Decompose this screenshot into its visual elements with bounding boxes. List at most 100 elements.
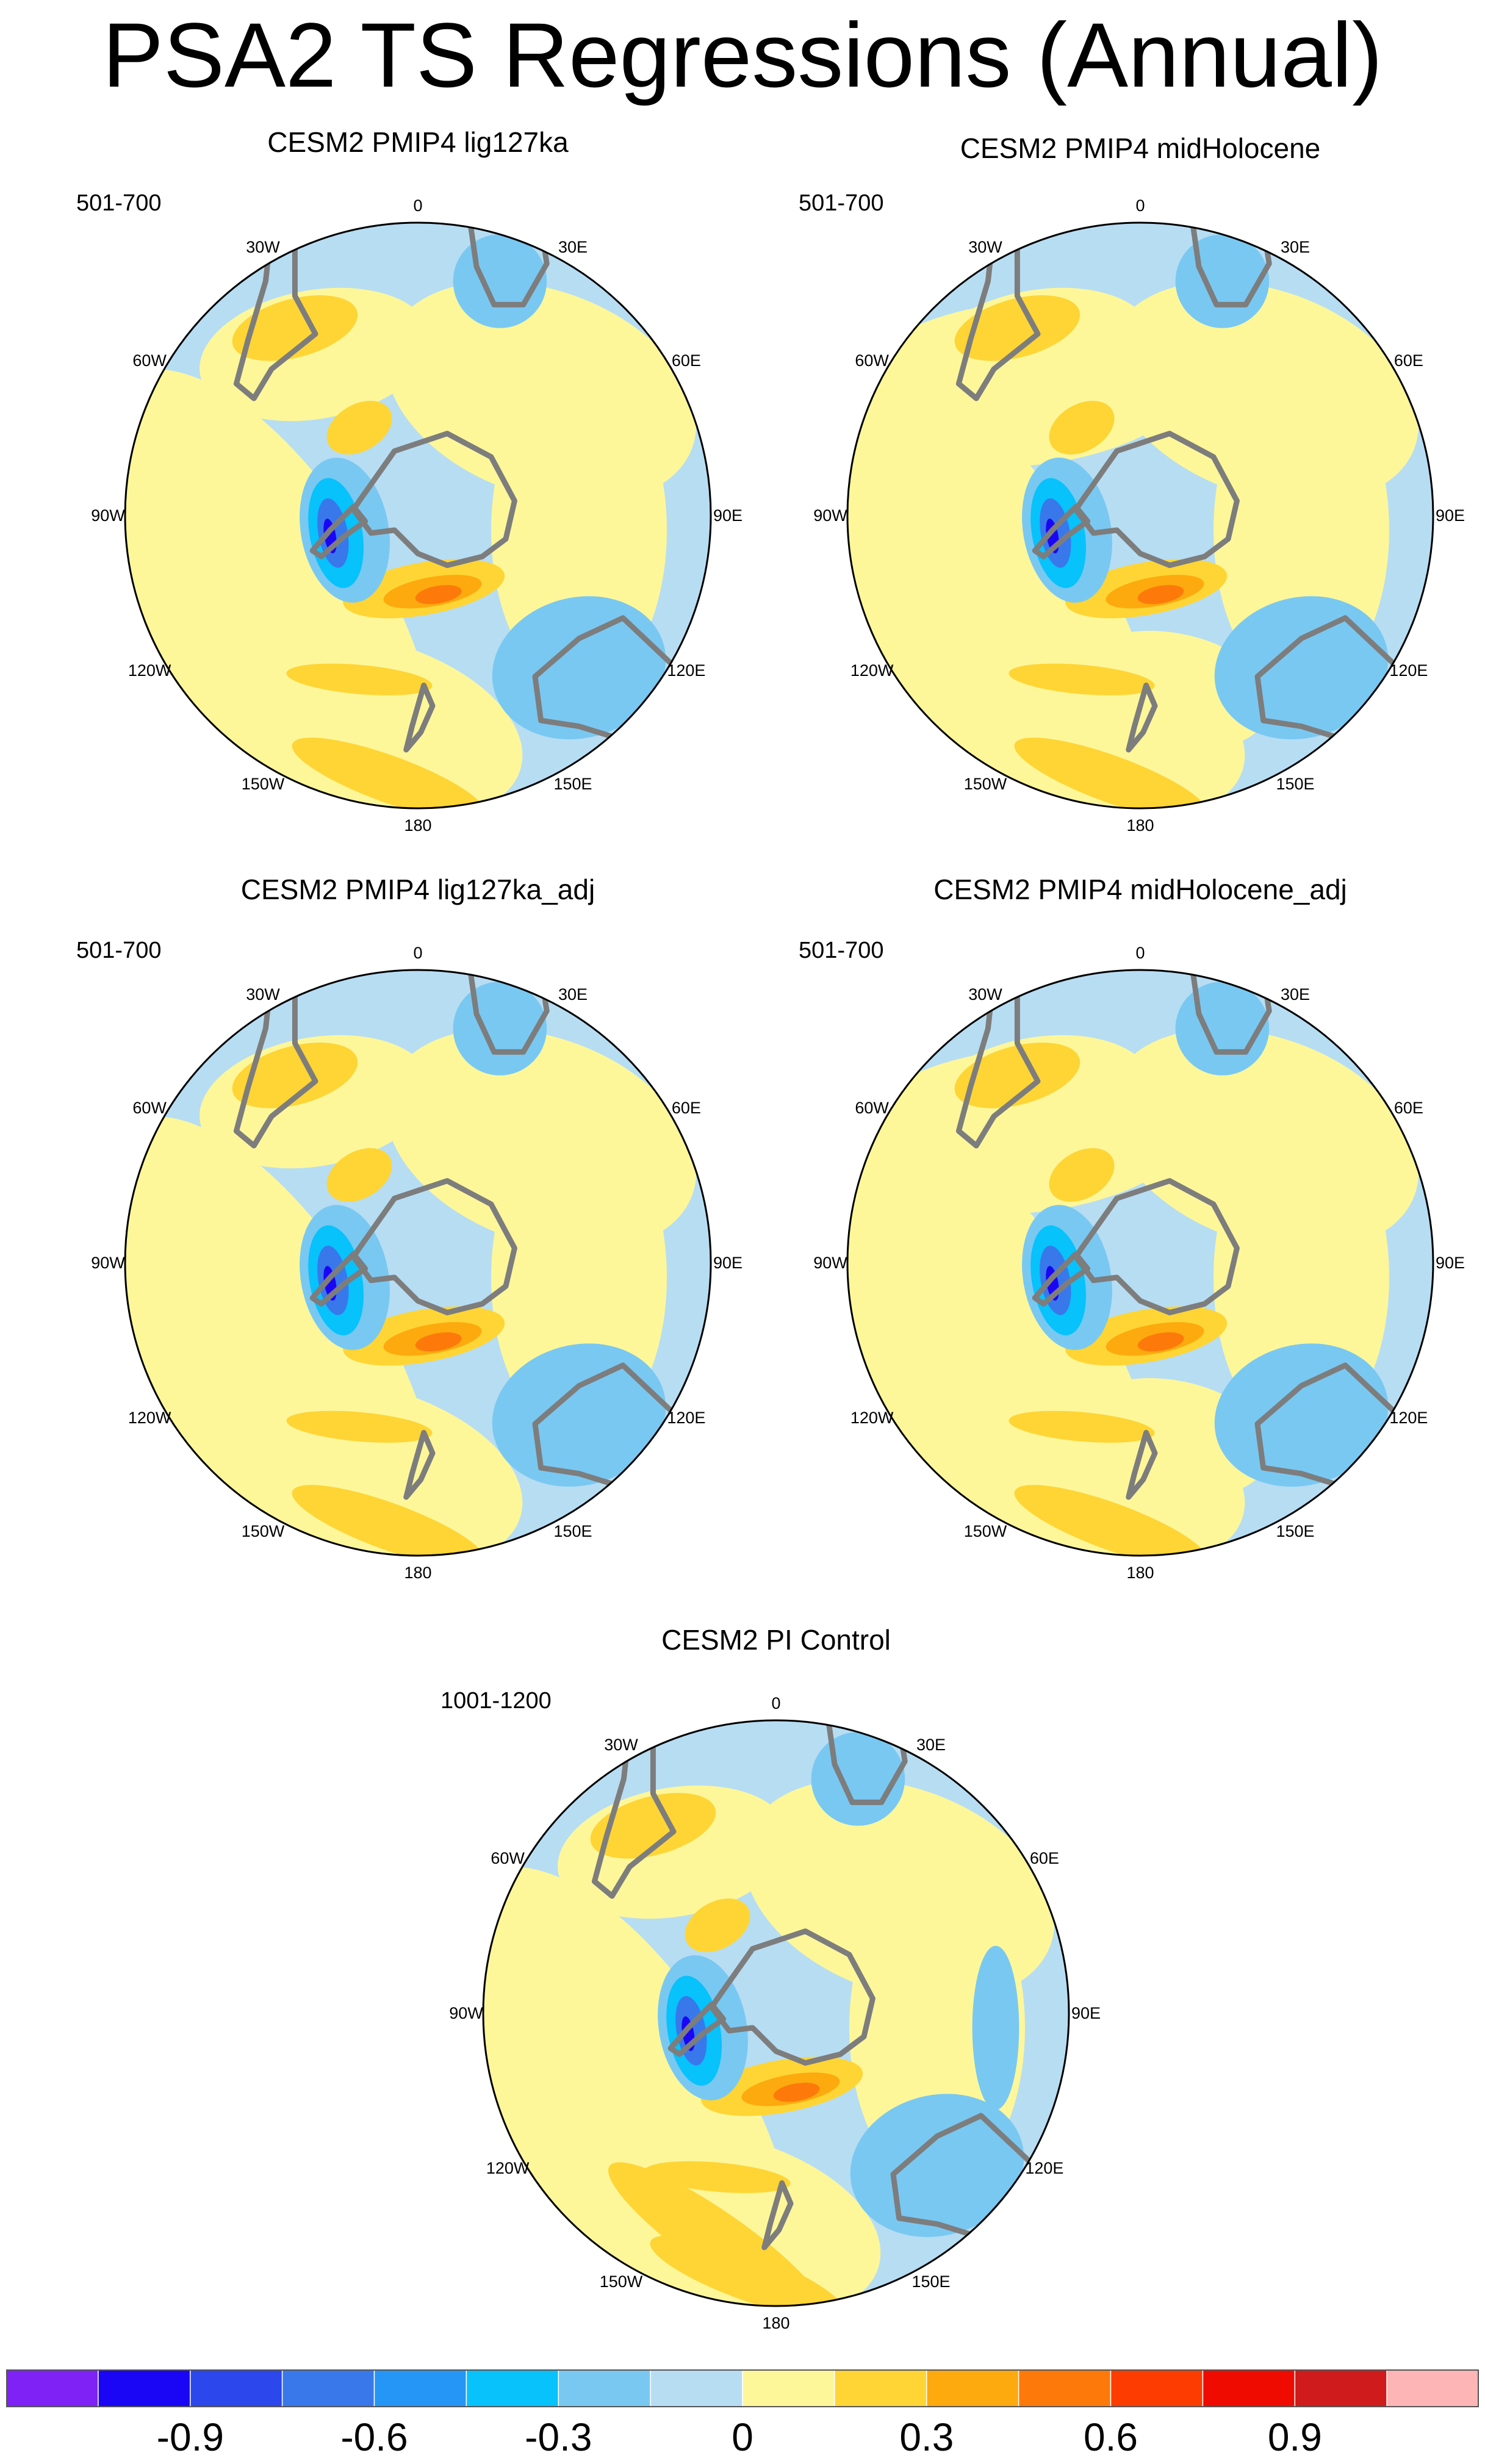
longitude-label: 120W xyxy=(486,2159,530,2177)
panel-title: CESM2 PMIP4 lig127ka_adj xyxy=(240,874,595,905)
field-red-ross xyxy=(1137,584,1184,605)
longitude-label: 90E xyxy=(1071,2004,1101,2022)
coastline-new-zealand xyxy=(403,1429,436,1500)
longitude-label: 60W xyxy=(855,1099,889,1117)
colorbar-tick-label: 0 xyxy=(732,2415,753,2459)
coastline-south-america xyxy=(233,226,318,401)
field-blue-africa xyxy=(1175,982,1270,1076)
field-blue-australia xyxy=(850,2094,1024,2237)
coastline-new-zealand xyxy=(1126,682,1158,753)
coastline-antarctica xyxy=(708,1928,876,2066)
colorbar-tick-label: 0.9 xyxy=(1267,2415,1322,2459)
colorbar-tick-label: -0.3 xyxy=(525,2415,592,2459)
field-orange-south-atlantic xyxy=(590,1792,716,1859)
field-red-ross xyxy=(773,2082,820,2102)
longitude-label: 30E xyxy=(558,238,588,256)
colorbar: -0.9 -0.6 -0.3 0 0.3 0.6 0.9 xyxy=(6,2365,1479,2464)
longitude-label: 60E xyxy=(1394,1099,1423,1117)
field-orange-south-atlantic xyxy=(232,295,358,361)
colorbar-swatch xyxy=(1294,2369,1387,2407)
polar-map: 0 30E 60E 90E 120E 150E 180 150W 120W 90W 60W 30W xyxy=(91,196,743,835)
coastline-antarctica xyxy=(350,431,517,569)
panel-period: 501-700 xyxy=(799,190,884,216)
panel-title: CESM2 PMIP4 lig127ka xyxy=(267,126,569,158)
panel-period: 501-700 xyxy=(799,938,884,963)
map-border xyxy=(124,969,712,1557)
polar-map: 0 30E 60E 90E 120E 150E 180 150W 120W 90W 60W 30W xyxy=(813,196,1465,835)
colorbar-swatch xyxy=(558,2369,651,2407)
panel-title: CESM2 PI Control xyxy=(661,1624,891,1656)
longitude-label: 90W xyxy=(813,1254,847,1272)
longitude-label: 90W xyxy=(449,2004,483,2022)
coastline-new-zealand xyxy=(761,2180,794,2250)
longitude-label: 120E xyxy=(1389,661,1428,680)
longitude-label: 60E xyxy=(1394,351,1423,370)
field-blue-africa xyxy=(1175,234,1270,328)
map-field xyxy=(847,970,1433,1556)
longitude-label: 120W xyxy=(850,1409,894,1427)
field-yellow-south xyxy=(207,631,523,808)
colorbar-swatch xyxy=(1018,2369,1112,2407)
map-field xyxy=(483,1720,1069,2306)
coastline-south-america xyxy=(955,973,1041,1149)
field-orange-south-atlantic xyxy=(232,1042,358,1108)
longitude-label: 150E xyxy=(1276,1522,1314,1540)
colorbar-swatch xyxy=(1110,2369,1204,2407)
map-border xyxy=(846,221,1434,810)
panel-title: CESM2 PMIP4 midHolocene_adj xyxy=(933,874,1347,905)
coastline-new-zealand xyxy=(403,682,436,753)
field-blue-africa xyxy=(453,982,547,1076)
longitude-label: 120W xyxy=(850,661,894,680)
longitude-label: 180 xyxy=(1126,816,1154,835)
field-orange-south-atlantic xyxy=(954,1042,1080,1108)
longitude-label: 150W xyxy=(964,1522,1007,1540)
field-yellow-south xyxy=(207,1379,523,1556)
map-panel-picontrol: CESM2 PI Control 1001-1200 0 30E 60E 90E 120… xyxy=(428,1623,1124,2332)
field-blue-australia xyxy=(1214,596,1389,739)
longitude-label: 90W xyxy=(91,1254,125,1272)
longitude-label: 0 xyxy=(413,944,422,962)
map-field xyxy=(125,223,711,808)
colorbar-tick-label: -0.9 xyxy=(156,2415,224,2459)
coastline-south-america xyxy=(591,1723,677,1899)
longitude-label: 90W xyxy=(91,506,125,525)
longitude-label: 30E xyxy=(558,985,588,1004)
field-blue-australia xyxy=(492,596,666,739)
field-blue-africa xyxy=(453,234,547,328)
longitude-label: 120E xyxy=(1389,1409,1428,1427)
coastline-antarctica xyxy=(350,1178,517,1316)
longitude-label: 120E xyxy=(667,1409,705,1427)
longitude-label: 0 xyxy=(771,1694,780,1712)
field-orange-south-edge xyxy=(1014,1485,1208,1556)
field-orange-drake xyxy=(326,401,392,454)
field-orange-south-atlantic xyxy=(954,295,1080,361)
polar-map: 0 30E 60E 90E 120E 150E 180 150W 120W 90W 60W 30W xyxy=(813,944,1465,1582)
coastline-antarctica xyxy=(1073,1178,1240,1316)
colorbar-tick-label: 0.6 xyxy=(1084,2415,1138,2459)
field-blue-australia xyxy=(1214,1343,1389,1487)
longitude-label: 90E xyxy=(1436,506,1465,525)
longitude-label: 60E xyxy=(672,351,701,370)
longitude-label: 30W xyxy=(246,985,280,1004)
colorbar-swatch xyxy=(834,2369,927,2407)
longitude-label: 120E xyxy=(667,661,705,680)
longitude-label: 120W xyxy=(128,1409,171,1427)
longitude-label: 90E xyxy=(713,1254,743,1272)
longitude-label: 90W xyxy=(813,506,847,525)
panel-title: CESM2 PMIP4 midHolocene xyxy=(960,132,1321,164)
field-orange-south-edge xyxy=(292,738,486,808)
colorbar-swatch xyxy=(98,2369,191,2407)
field-orange-tasman xyxy=(1009,1410,1155,1443)
colorbar-swatch xyxy=(281,2369,375,2407)
polar-map: 0 30E 60E 90E 120E 150E 180 150W 120W 90W 60W 30W xyxy=(449,1694,1101,2332)
longitude-label: 60W xyxy=(855,351,889,370)
longitude-label: 30W xyxy=(246,238,280,256)
field-orange-tasman xyxy=(286,663,433,695)
longitude-label: 60E xyxy=(1030,1849,1059,1867)
longitude-label: 0 xyxy=(1135,944,1145,962)
field-red-ross xyxy=(415,584,462,605)
longitude-label: 30E xyxy=(1281,985,1310,1004)
coastline-south-america xyxy=(233,973,318,1149)
longitude-label: 0 xyxy=(413,196,422,215)
